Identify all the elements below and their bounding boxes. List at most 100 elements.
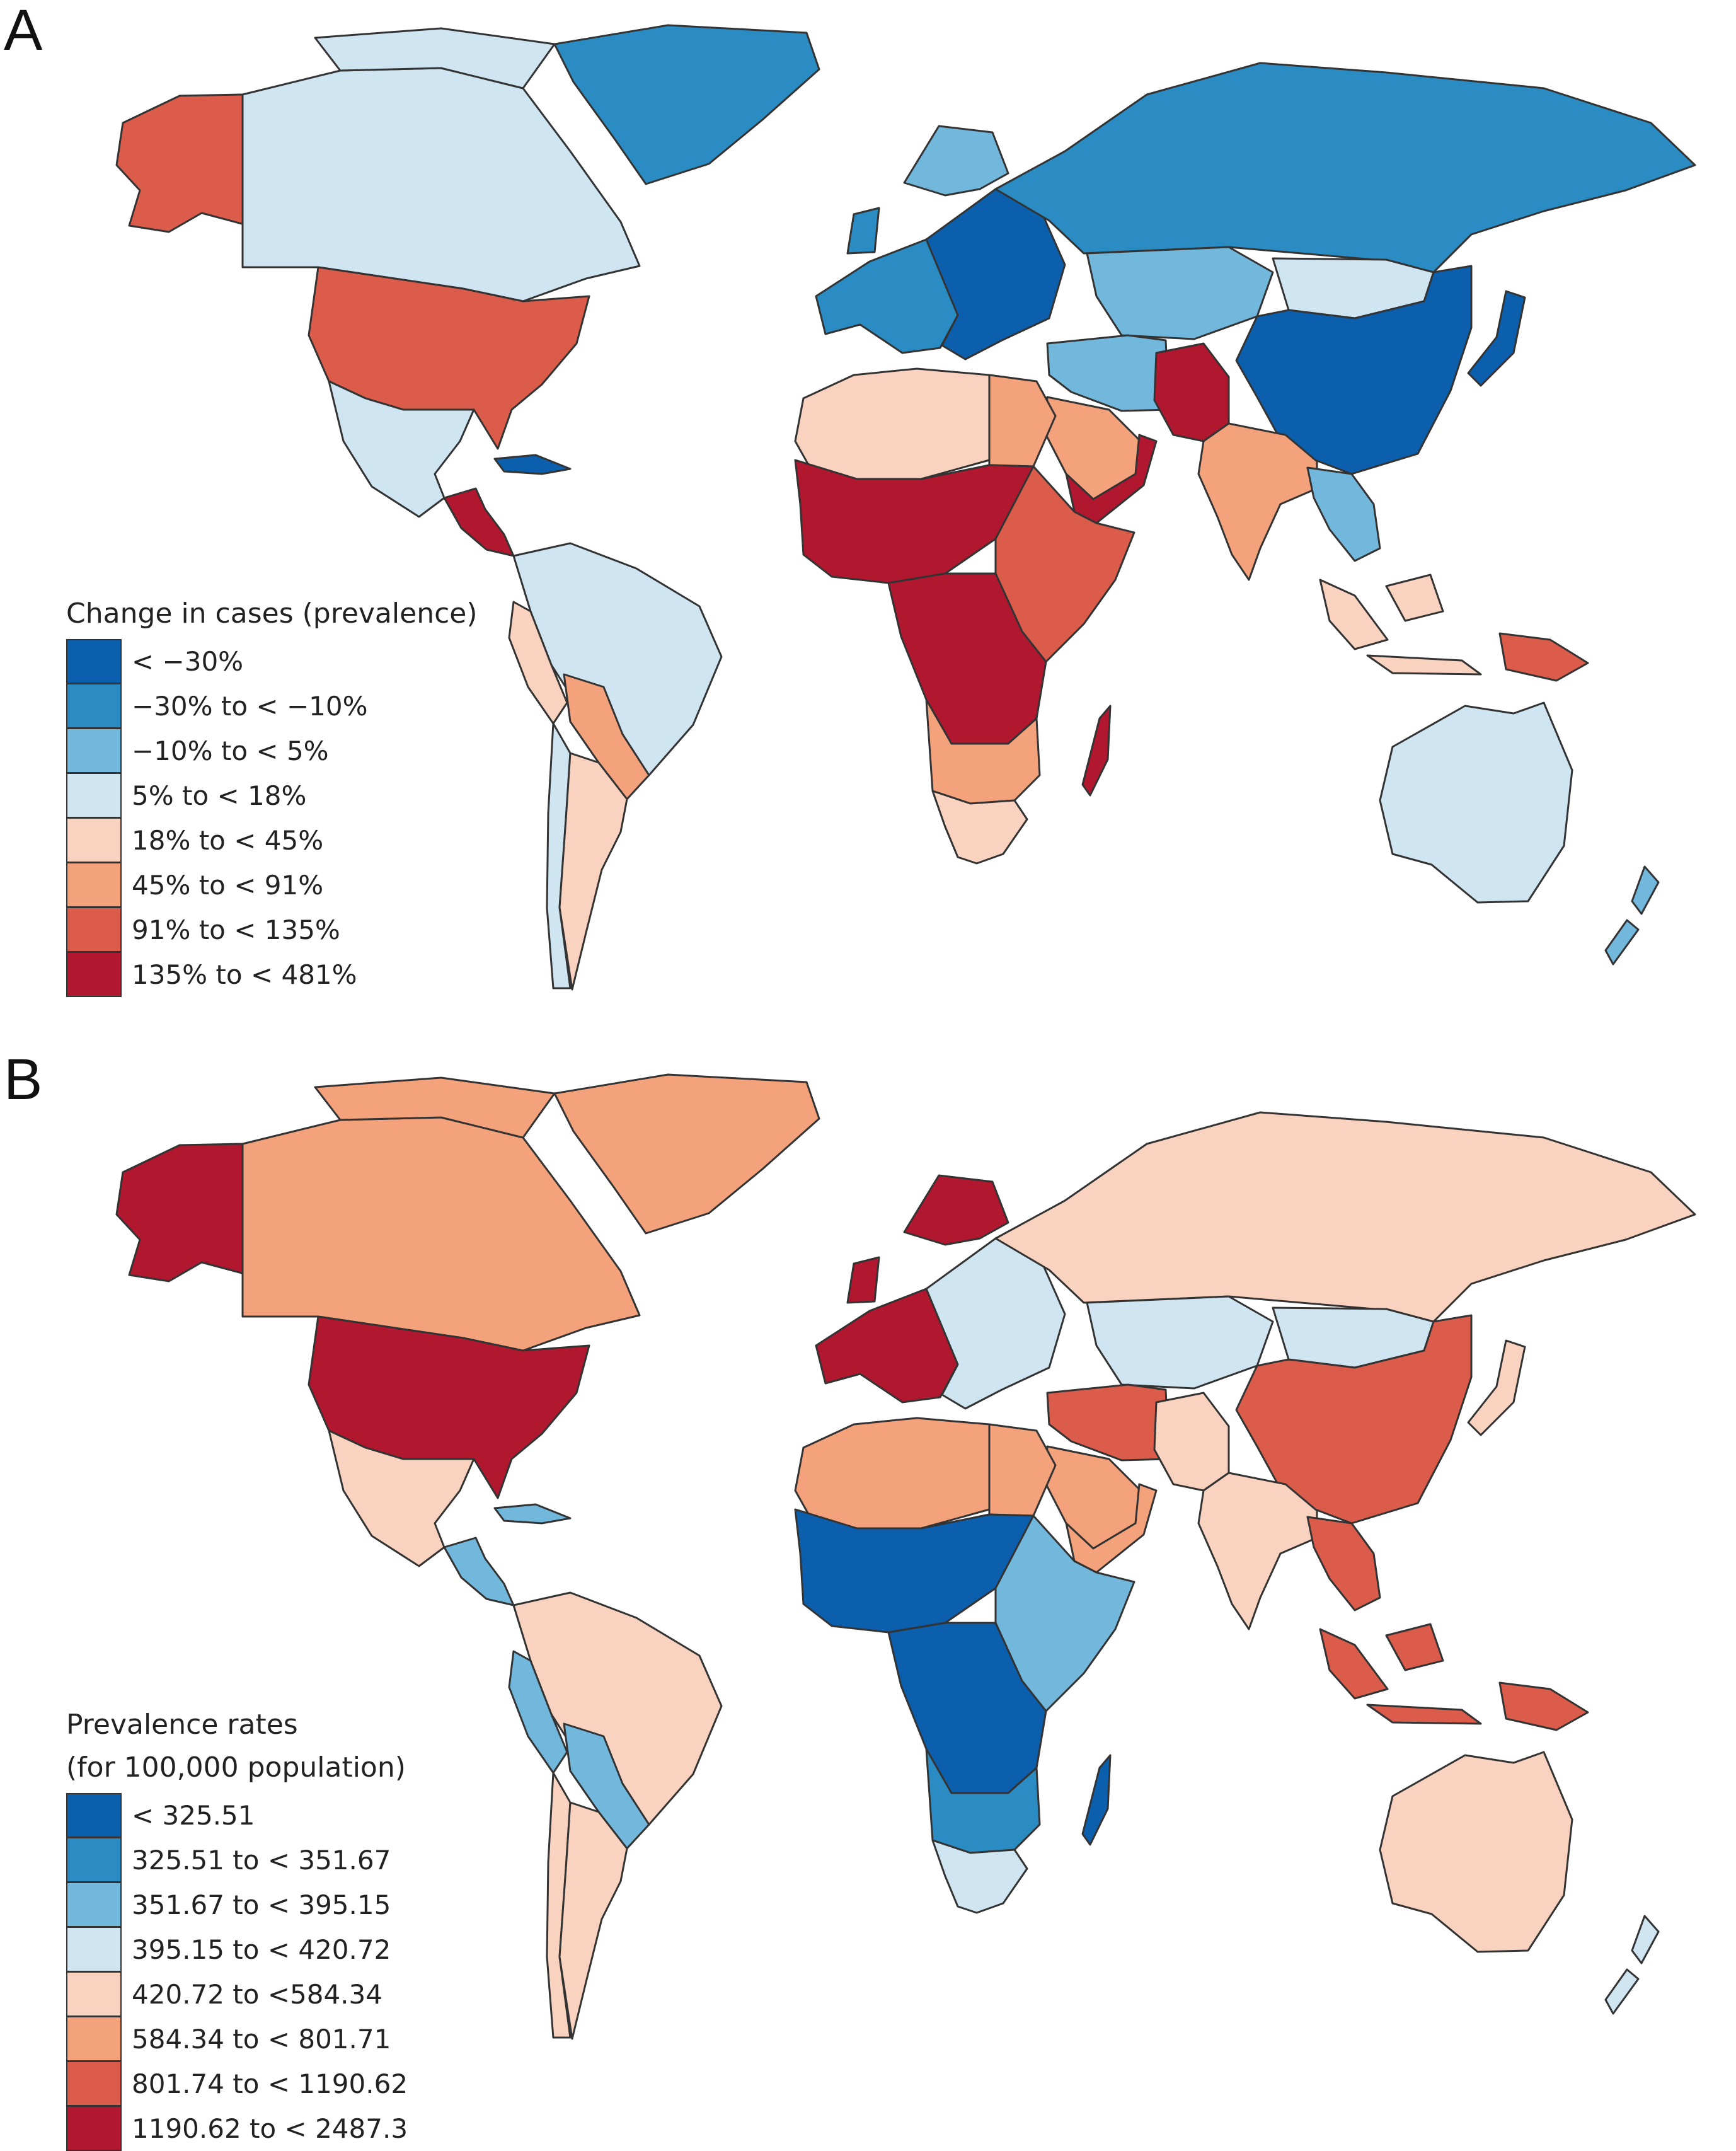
legend-swatch [66, 2017, 122, 2062]
legend-item: 420.72 to <584.34 [66, 1972, 408, 2017]
region-shape [1197, 422, 1318, 581]
region-south-africa [931, 790, 1028, 865]
panel-letter: B [4, 1047, 43, 1112]
region-south-africa [931, 1839, 1028, 1914]
region-shape [794, 367, 991, 480]
legend-swatch [66, 2062, 122, 2106]
region-shape [563, 673, 650, 800]
region-shape [328, 1429, 475, 1567]
region-japan [1467, 1339, 1526, 1436]
region-shape [1467, 290, 1526, 387]
region-indonesia [1319, 574, 1482, 676]
region-shape [794, 1417, 991, 1530]
legend-item: 45% to < 91% [66, 863, 478, 908]
legend-title: Change in cases (prevalence) [66, 597, 478, 630]
region-shape [1379, 701, 1573, 904]
legend-label: −10% to < 5% [132, 735, 329, 766]
legend-label: 135% to < 481% [132, 959, 357, 990]
region-shape [558, 752, 628, 991]
legend-swatch [66, 863, 122, 908]
panel-b-prevalence-rates-map: B Prevalence rates (for 100,000 populati… [0, 1047, 1736, 2151]
legend-swatch [66, 1793, 122, 1838]
legend-item: 5% to < 18% [66, 773, 478, 818]
legend-label: 420.72 to <584.34 [132, 1979, 382, 2010]
region-mexico [328, 380, 475, 518]
region-shape [1498, 632, 1589, 682]
legend-label: 91% to < 135% [132, 914, 340, 945]
legend-label: < 325.51 [132, 1800, 255, 1831]
region-afghanistan-pakistan [1153, 342, 1230, 442]
region-canada [241, 1076, 641, 1352]
legend-item: −30% to < −10% [66, 684, 478, 729]
legend-swatch [66, 1972, 122, 2017]
region-shape [1306, 1516, 1381, 1612]
legend-label: 801.74 to < 1190.62 [132, 2068, 408, 2099]
legend-swatch [66, 908, 122, 952]
region-shape [1046, 1383, 1170, 1462]
region-shape [493, 1503, 572, 1525]
legend-swatch [66, 773, 122, 818]
region-shape [493, 454, 572, 475]
legend-item: < 325.51 [66, 1793, 408, 1838]
region-shape [443, 1537, 515, 1606]
legend-item: 1190.62 to < 2487.3 [66, 2106, 408, 2151]
region-shape [1153, 342, 1230, 442]
region-shape [443, 487, 515, 557]
region-scandinavia [903, 125, 1009, 197]
region-new-zealand [1604, 1915, 1660, 2015]
region-shape [1046, 334, 1170, 412]
region-shape [1081, 1754, 1112, 1846]
region-shape [1498, 1681, 1589, 1731]
region-shape [1604, 1968, 1640, 2015]
region-argentina [558, 1801, 628, 2040]
region-southeast-asia [1306, 1516, 1381, 1612]
region-shape [314, 1076, 556, 1139]
legend-label: 5% to < 18% [132, 780, 307, 811]
region-japan [1467, 290, 1526, 387]
region-central-asia [1086, 1295, 1274, 1390]
region-central-america [443, 1537, 515, 1606]
world-map-a [115, 24, 1696, 991]
region-bolivia [563, 1722, 650, 1850]
region-canada [241, 27, 641, 303]
region-shape [1086, 246, 1274, 340]
region-india [1197, 422, 1318, 581]
legend-item: 18% to < 45% [66, 818, 478, 863]
region-central-asia [1086, 246, 1274, 340]
region-shape [553, 1073, 820, 1235]
legend-label: 18% to < 45% [132, 825, 324, 856]
legend-label: 325.51 to < 351.67 [132, 1845, 391, 1876]
legend-label: 45% to < 91% [132, 870, 324, 901]
region-shape [558, 1801, 628, 2040]
region-shape [1306, 466, 1381, 562]
legend-item: 135% to < 481% [66, 952, 478, 997]
region-shape [1366, 1704, 1482, 1725]
region-middle-east [1046, 334, 1170, 412]
region-shape [314, 27, 556, 89]
region-shape [115, 1143, 272, 1283]
legend-label: −30% to < −10% [132, 691, 368, 722]
region-shape [1319, 579, 1389, 650]
region-alaska [115, 1143, 272, 1283]
region-scandinavia [903, 1174, 1009, 1246]
region-shape [846, 207, 880, 255]
legend-swatch [66, 1883, 122, 1927]
legend-swatch [66, 818, 122, 863]
legend-swatch [66, 684, 122, 729]
region-shape [931, 790, 1028, 865]
region-egypt [988, 1423, 1057, 1517]
region-new-guinea [1498, 1681, 1589, 1731]
region-shape [1319, 1628, 1389, 1700]
region-shape [1467, 1339, 1526, 1436]
region-europe-west [815, 1256, 959, 1404]
legend-item: 395.15 to < 420.72 [66, 1927, 408, 1972]
legend-item: 584.34 to < 801.71 [66, 2017, 408, 2062]
region-australia [1379, 1751, 1573, 1953]
legend-swatch [66, 2106, 122, 2151]
region-madagascar [1081, 705, 1112, 797]
region-shape [1604, 919, 1640, 966]
region-north-africa [794, 367, 991, 480]
region-mexico [328, 1429, 475, 1567]
region-shape [988, 1423, 1057, 1517]
region-peru [508, 1650, 568, 1774]
